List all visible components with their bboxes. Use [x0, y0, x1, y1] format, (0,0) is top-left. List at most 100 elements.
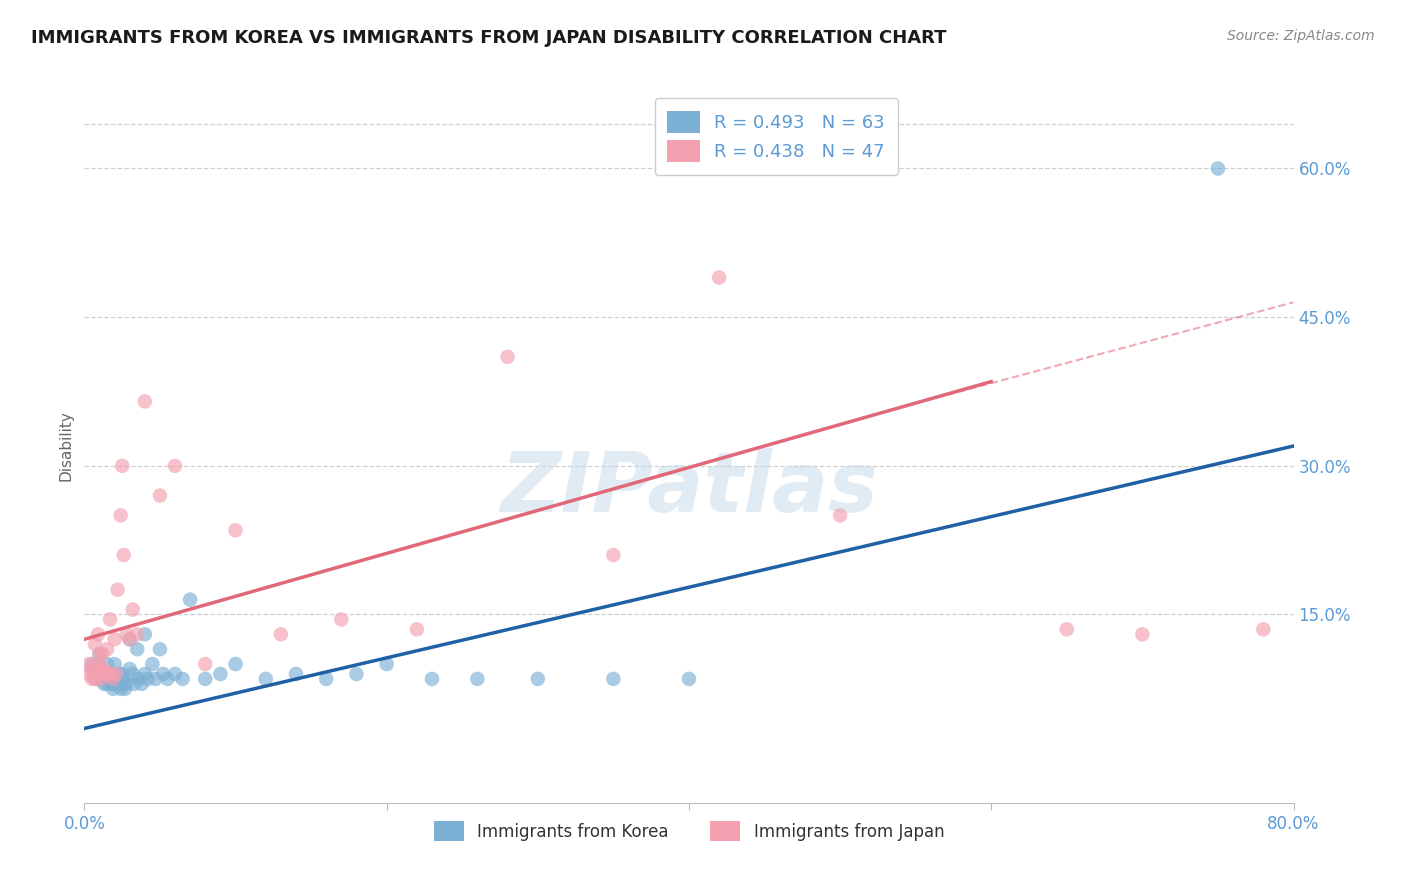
Point	[128, 672, 150, 686]
Point	[84, 667, 107, 681]
Point	[112, 548, 135, 562]
Point	[91, 662, 114, 676]
Point	[104, 657, 127, 671]
Point	[84, 637, 107, 651]
Point	[89, 662, 111, 676]
Point	[89, 647, 111, 661]
Point	[90, 672, 112, 686]
Point	[115, 627, 138, 641]
Point	[112, 677, 135, 691]
Point	[87, 627, 110, 641]
Point	[115, 677, 138, 691]
Point	[330, 612, 353, 626]
Point	[104, 677, 127, 691]
Point	[194, 672, 217, 686]
Point	[1056, 623, 1078, 637]
Point	[420, 672, 443, 686]
Point	[87, 657, 110, 671]
Point	[89, 667, 111, 681]
Point	[527, 672, 550, 686]
Point	[156, 672, 179, 686]
Point	[118, 632, 141, 647]
Legend: Immigrants from Korea, Immigrants from Japan: Immigrants from Korea, Immigrants from J…	[427, 814, 950, 848]
Point	[121, 667, 143, 681]
Point	[108, 677, 131, 691]
Point	[111, 458, 134, 473]
Point	[346, 667, 368, 681]
Point	[136, 672, 159, 686]
Point	[225, 657, 247, 671]
Point	[602, 548, 624, 562]
Point	[100, 677, 122, 691]
Point	[131, 677, 153, 691]
Point	[375, 657, 398, 671]
Point	[93, 662, 115, 676]
Point	[467, 672, 489, 686]
Point	[194, 657, 217, 671]
Point	[90, 667, 112, 681]
Point	[94, 667, 117, 681]
Point	[80, 657, 103, 671]
Point	[96, 657, 118, 671]
Point	[86, 672, 108, 686]
Point	[209, 667, 232, 681]
Point	[101, 672, 124, 686]
Point	[107, 582, 129, 597]
Point	[111, 672, 134, 686]
Point	[315, 672, 337, 686]
Point	[96, 667, 118, 681]
Point	[179, 592, 201, 607]
Point	[86, 657, 108, 671]
Point	[602, 672, 624, 686]
Point	[830, 508, 852, 523]
Point	[127, 627, 149, 641]
Point	[406, 623, 429, 637]
Point	[270, 627, 292, 641]
Point	[87, 662, 110, 676]
Point	[84, 672, 107, 686]
Point	[97, 667, 120, 681]
Point	[1206, 161, 1229, 176]
Point	[98, 612, 121, 626]
Point	[80, 662, 103, 676]
Point	[149, 642, 172, 657]
Point	[105, 667, 128, 681]
Point	[152, 667, 174, 681]
Point	[141, 657, 163, 671]
Point	[77, 657, 100, 671]
Point	[165, 458, 187, 473]
Point	[97, 672, 120, 686]
Point	[89, 672, 111, 686]
Point	[118, 632, 141, 647]
Text: ZIPatlas: ZIPatlas	[501, 449, 877, 529]
Point	[98, 667, 121, 681]
Point	[145, 672, 167, 686]
Point	[127, 642, 149, 657]
Point	[110, 681, 132, 696]
Point	[96, 642, 118, 657]
Point	[93, 677, 115, 691]
Point	[122, 677, 145, 691]
Point	[104, 667, 127, 681]
Point	[134, 667, 156, 681]
Point	[121, 602, 143, 616]
Point	[82, 667, 104, 681]
Point	[1130, 627, 1153, 641]
Text: Source: ZipAtlas.com: Source: ZipAtlas.com	[1227, 29, 1375, 43]
Point	[254, 672, 277, 686]
Point	[172, 672, 194, 686]
Point	[80, 672, 103, 686]
Point	[285, 667, 308, 681]
Point	[709, 270, 731, 285]
Point	[101, 681, 124, 696]
Point	[96, 677, 118, 691]
Point	[149, 489, 172, 503]
Point	[134, 627, 156, 641]
Point	[77, 667, 100, 681]
Point	[225, 523, 247, 537]
Point	[1253, 623, 1275, 637]
Point	[91, 672, 114, 686]
Point	[111, 667, 134, 681]
Point	[91, 647, 114, 661]
Point	[496, 350, 519, 364]
